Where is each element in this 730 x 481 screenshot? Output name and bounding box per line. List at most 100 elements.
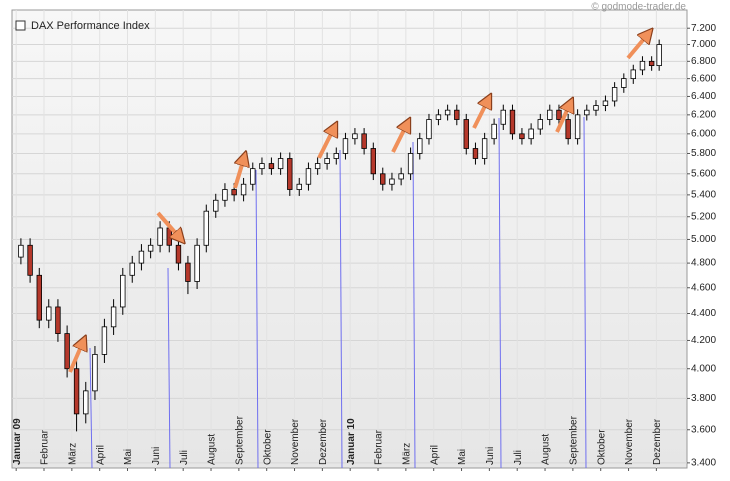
candles [18, 39, 662, 432]
candle-body [287, 158, 293, 190]
y-tick-label: 6.400 [691, 91, 716, 102]
x-tick-label: Dezember [652, 418, 663, 465]
candle-body [157, 227, 163, 246]
candle-body [296, 183, 302, 190]
y-tick-label: 7.200 [691, 23, 716, 34]
y-tick-label: 6.000 [691, 128, 716, 139]
candle-body [444, 109, 451, 116]
candle-body [500, 109, 506, 125]
candle-body [46, 306, 52, 321]
candle-body [83, 390, 89, 415]
arrow [391, 124, 407, 153]
candle-body [556, 109, 562, 120]
y-tick-label: 4.600 [691, 282, 716, 293]
candle-body [55, 306, 61, 334]
arrow [156, 211, 180, 238]
guide-line [498, 117, 502, 469]
candle-body [324, 158, 330, 164]
x-tick-label: November [290, 418, 301, 465]
candle-body [602, 100, 609, 106]
candle-body [36, 274, 42, 321]
candle-body [185, 262, 191, 282]
candle-body [565, 119, 571, 140]
y-tick-label: 6.600 [691, 73, 716, 84]
candle-body [138, 250, 145, 264]
candle-body [547, 109, 553, 120]
y-tick-label: 5.400 [691, 190, 716, 201]
candle-body [509, 109, 516, 135]
arrow [626, 34, 648, 60]
candle-body [491, 123, 497, 140]
guide-line [339, 149, 343, 469]
arrow [233, 158, 244, 189]
candle-body [584, 109, 590, 116]
watermark: © godmode-trader.de [591, 2, 686, 13]
candle-body [656, 44, 662, 67]
candle-body [250, 168, 256, 185]
x-tick-label: April [429, 445, 440, 465]
x-tick-label: Juli [513, 450, 524, 465]
candle-body [481, 138, 488, 159]
candle-body [222, 189, 228, 201]
candle-body [630, 69, 636, 80]
x-tick-label: Februar [374, 429, 385, 465]
candle-body [129, 262, 135, 276]
x-tick-label: Februar [40, 429, 51, 465]
candle-body [259, 163, 265, 170]
candle-body [314, 163, 321, 170]
guide-line [167, 267, 171, 469]
candle-body [175, 244, 182, 264]
candle-body [18, 244, 24, 258]
x-tick-label: Oktober [596, 429, 607, 465]
candle-body [194, 244, 200, 282]
y-tick-label: 3.400 [691, 458, 716, 469]
annotations [89, 116, 587, 469]
x-tick-label: September [234, 415, 245, 465]
guide-line [89, 347, 93, 469]
y-tick-label: 5.600 [691, 168, 716, 179]
candle-body [231, 189, 237, 196]
candle-body [380, 173, 386, 185]
y-tick-label: 3.600 [691, 424, 716, 435]
candle-body [389, 178, 395, 185]
arrow [472, 100, 488, 129]
candle-body [268, 163, 275, 170]
x-tick-label: März [67, 443, 78, 465]
candle-body [110, 306, 117, 328]
candle-body [305, 168, 312, 185]
x-tick-label: August [207, 434, 218, 465]
legend-label: DAX Performance Index [31, 20, 150, 32]
y-tick-label: 5.800 [691, 148, 716, 159]
x-tick-label: Juni [485, 447, 496, 465]
candle-body [454, 109, 460, 120]
candle-body [277, 158, 284, 170]
candle-body [101, 326, 108, 355]
legend-swatch [15, 20, 26, 31]
candle-body [537, 119, 544, 130]
x-tick-label: März [402, 443, 413, 465]
candle-body [333, 153, 339, 159]
candle-body [240, 183, 247, 196]
candle-body [370, 148, 376, 175]
candle-body [639, 60, 646, 71]
candle-body [593, 105, 599, 111]
candle-body [213, 199, 219, 212]
y-tick-label: 4.000 [691, 363, 716, 374]
candle-body [528, 128, 534, 140]
x-tick-label: Mai [457, 449, 468, 465]
x-tick-label: Juni [151, 447, 162, 465]
arrow [317, 128, 334, 159]
candle-body [92, 354, 98, 392]
candle-body [398, 173, 404, 180]
y-tick-label: 5.200 [691, 211, 716, 222]
y-tick-label: 5.000 [691, 234, 716, 245]
x-tick-label: September [569, 415, 580, 465]
x-tick-label: Mai [123, 449, 134, 465]
candle-body [648, 60, 655, 67]
candle-body [27, 244, 33, 276]
y-tick-label: 3.800 [691, 393, 716, 404]
candle-body [73, 368, 80, 415]
candle-body [352, 133, 358, 140]
y-tick-label: 4.200 [691, 335, 716, 346]
